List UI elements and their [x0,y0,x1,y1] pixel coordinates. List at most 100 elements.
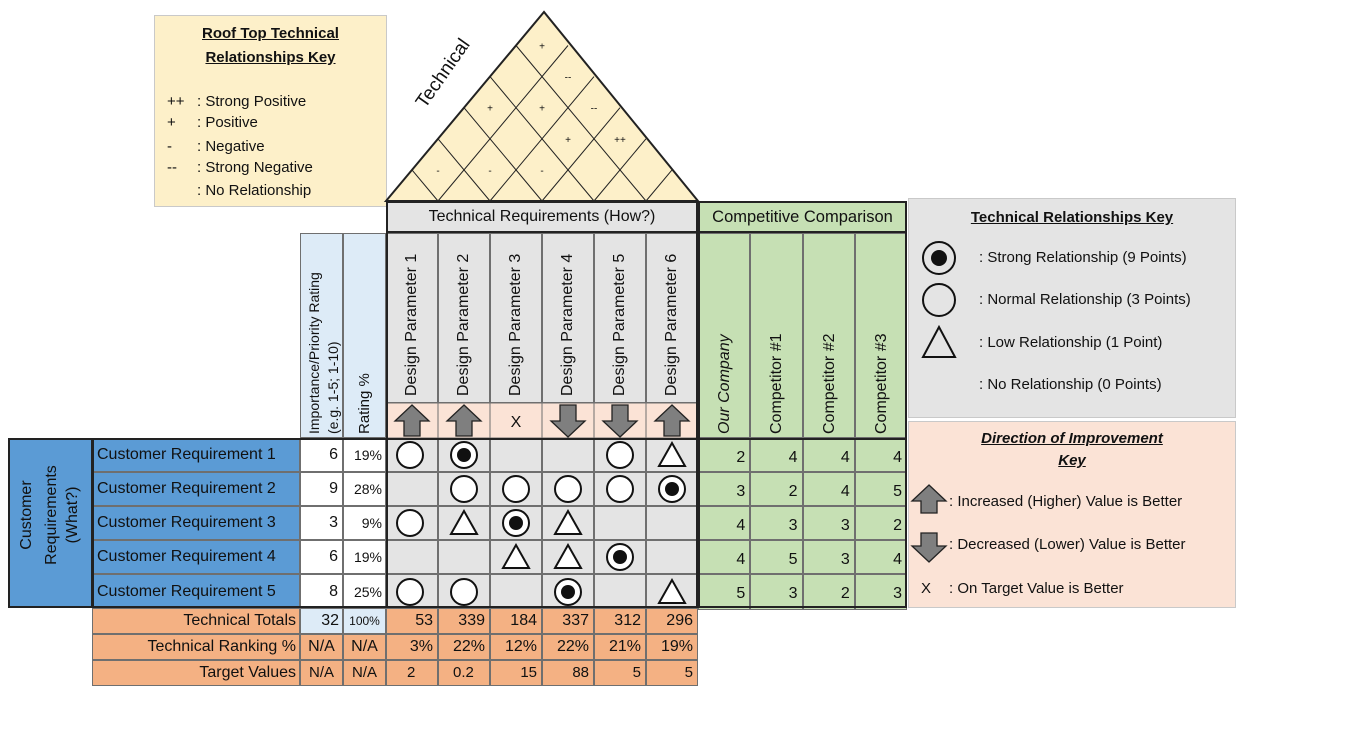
roof-grid-line [489,76,595,202]
rating-percent-value: 19% [343,438,386,472]
design-parameter-header: Design Parameter 2 [438,233,490,403]
low-relationship-icon [657,577,687,604]
roof-key-title-line1: Roof Top Technical [202,25,339,42]
strong-relationship-icon [922,241,956,275]
roof-correlation-mark: + [539,41,545,52]
arrow-down-icon [601,404,639,438]
customer-requirements-label: Customer Requirements (What?) [8,438,93,608]
normal-relationship-icon [502,475,530,503]
direction-of-improvement-row: X [386,403,698,438]
target-values-importance: N/A [300,660,343,686]
competitive-score: 5 [750,540,803,574]
technical-ranking-rating: N/A [343,634,386,660]
target-values-rating: N/A [343,660,386,686]
normal-relationship-icon [396,441,424,469]
design-parameter-name: Design Parameter 4 [559,253,576,396]
roof-correlation-mark: + [565,135,571,146]
target-values-value: 5 [594,660,646,686]
roof-correlation-mark: -- [591,104,598,115]
technical-totals-value: 184 [490,608,542,634]
roof-key-symbol: ++ [167,93,185,110]
importance-value: 9 [300,472,343,506]
direction-key-target-symbol: X [921,580,932,597]
customer-requirement-name: Customer Requirement 5 [92,574,300,610]
target-values-value: 15 [490,660,542,686]
normal-relationship-icon [396,509,424,537]
rating-percent-value: 9% [343,506,386,540]
arrow-down-icon [910,532,948,563]
competitive-score: 3 [698,472,751,506]
direction-key-higher: : Increased (Higher) Value is Better [949,493,1183,510]
direction-key-arrows [910,484,948,563]
customer-requirements-label-line2: Requirements [43,465,60,565]
competitor-header: Our Company [698,233,751,438]
strong-relationship-icon-center [509,516,523,530]
technical-ranking-value: 22% [438,634,490,660]
arrow-up-icon [653,404,691,437]
competitive-score: 4 [854,438,907,472]
roof-correlation-mark: ++ [614,135,626,146]
tech-key-strong: : Strong Relationship (9 Points) [979,249,1187,266]
design-parameter-header: Design Parameter 6 [646,233,698,403]
arrow-up-icon [910,484,948,514]
importance-header-label: Importance/Priority Rating [306,272,322,434]
normal-relationship-icon [554,475,582,503]
technical-ranking-value: 19% [646,634,698,660]
low-relationship-icon [501,542,531,569]
competitive-score: 4 [802,438,855,472]
importance-value: 8 [300,574,343,610]
rating-percent-value: 28% [343,472,386,506]
relationship-cell [646,540,698,574]
roof-relationships-key: Roof Top Technical Relationships Key ++ … [154,15,387,207]
roof-grid-line [541,107,621,202]
technical-totals-value: 337 [542,608,594,634]
roof-grid-line [463,107,543,202]
competitor-header: Competitor #2 [802,233,855,438]
competitive-comparison-header: Competitive Comparison [698,201,907,233]
normal-relationship-icon [396,578,424,606]
direction-key-target: : On Target Value is Better [949,580,1124,597]
technical-totals-rating: 100% [343,608,386,634]
low-relationship-icon [921,324,957,358]
technical-correlation-roof: -++-+---+--++ [383,10,701,202]
competitive-score: 4 [698,540,751,574]
arrow-up-icon [445,404,483,437]
roof-key-label: : No Relationship [197,182,312,199]
competitive-score: 3 [802,506,855,540]
arrow-up-icon [393,404,431,437]
roof-correlation-mark: - [436,166,439,177]
design-parameter-name: Design Parameter 2 [455,253,472,396]
relationship-cell [646,506,698,540]
roof-key-label: : Strong Negative [197,159,313,176]
rating-percent-header-label: Rating % [356,373,373,434]
roof-correlation-mark: + [539,104,545,115]
importance-header: Importance/Priority Rating (e.g. 1-5; 1-… [300,233,343,438]
rating-percent-value: 25% [343,574,386,610]
roof-correlation-mark: + [487,104,493,115]
customer-requirements-label-line1: Customer [18,480,35,550]
competitor-name: Competitor #3 [872,333,890,435]
design-parameter-name: Design Parameter 3 [507,253,524,396]
normal-relationship-icon [606,441,634,469]
rating-percent-header: Rating % [343,233,386,438]
competitive-score: 2 [750,472,803,506]
technical-ranking-value: 12% [490,634,542,660]
low-relationship-icon [553,542,583,569]
tech-key-symbols [921,241,957,358]
roof-grid-line [645,169,673,202]
technical-totals-value: 53 [386,608,438,634]
competitive-score: 4 [854,540,907,574]
technical-ranking-value: 3% [386,634,438,660]
technical-ranking-value: 21% [594,634,646,660]
competitive-score: 2 [854,506,907,540]
technical-relationships-key: Technical Relationships Key : Strong Rel… [908,198,1236,418]
low-relationship-icon [449,508,479,535]
roof-key-symbol: + [167,114,176,131]
target-value-mark: X [511,414,522,431]
roof-correlation-mark: -- [565,73,572,84]
competitive-score: 2 [698,438,751,472]
technical-totals-importance: 32 [300,608,343,634]
target-values-label: Target Values [92,660,300,686]
customer-requirement-name: Customer Requirement 4 [92,540,300,574]
competitive-score: 4 [698,506,751,540]
